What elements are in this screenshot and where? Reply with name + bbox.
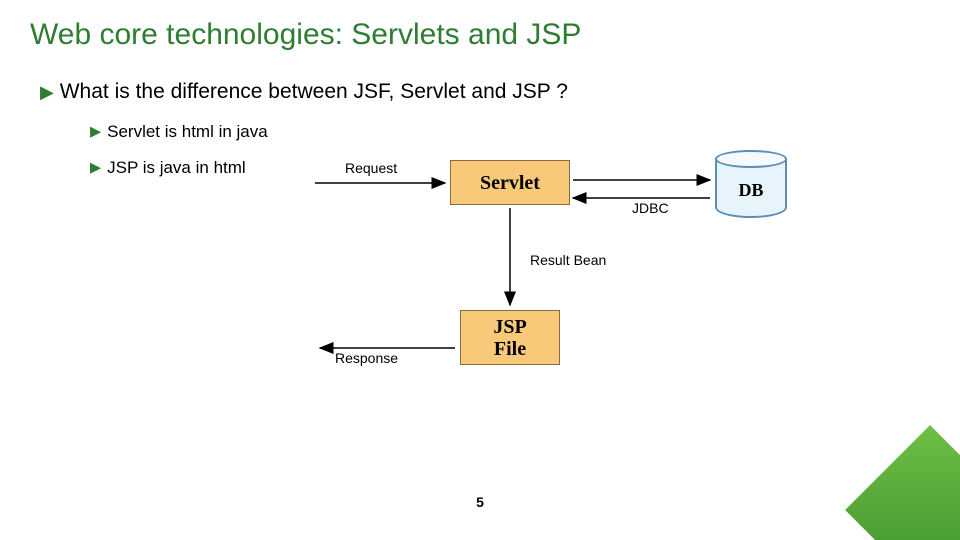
- servlet-box: Servlet: [450, 160, 570, 205]
- db-label: DB: [715, 180, 787, 201]
- response-label: Response: [335, 350, 398, 366]
- architecture-diagram: Servlet JSP File DB Request Response JDB…: [260, 150, 880, 430]
- db-cylinder: DB: [715, 150, 787, 218]
- result-bean-label: Result Bean: [530, 252, 606, 268]
- corner-decoration: [845, 425, 960, 540]
- bullet-arrow-icon: ▶: [90, 160, 101, 176]
- bullet-level2-jsp: ▶ JSP is java in html: [90, 158, 246, 178]
- jsp-box-line2: File: [494, 338, 526, 360]
- bullet-arrow-icon: ▶: [40, 82, 54, 103]
- jdbc-label: JDBC: [632, 200, 669, 216]
- bullet-arrow-icon: ▶: [90, 124, 101, 140]
- slide-title: Web core technologies: Servlets and JSP: [30, 18, 581, 52]
- bullet-l2a-text: Servlet is html in java: [107, 122, 268, 142]
- bullet-level1: ▶ What is the difference between JSF, Se…: [40, 80, 568, 104]
- bullet-l2b-text: JSP is java in html: [107, 158, 246, 178]
- bullet-l1-text: What is the difference between JSF, Serv…: [60, 80, 568, 104]
- request-label: Request: [345, 160, 397, 176]
- page-number: 5: [476, 494, 484, 510]
- bullet-level2-servlet: ▶ Servlet is html in java: [90, 122, 268, 142]
- servlet-box-label: Servlet: [480, 172, 540, 194]
- jsp-box: JSP File: [460, 310, 560, 365]
- jsp-box-line1: JSP: [493, 316, 526, 338]
- diagram-arrows: [260, 150, 880, 430]
